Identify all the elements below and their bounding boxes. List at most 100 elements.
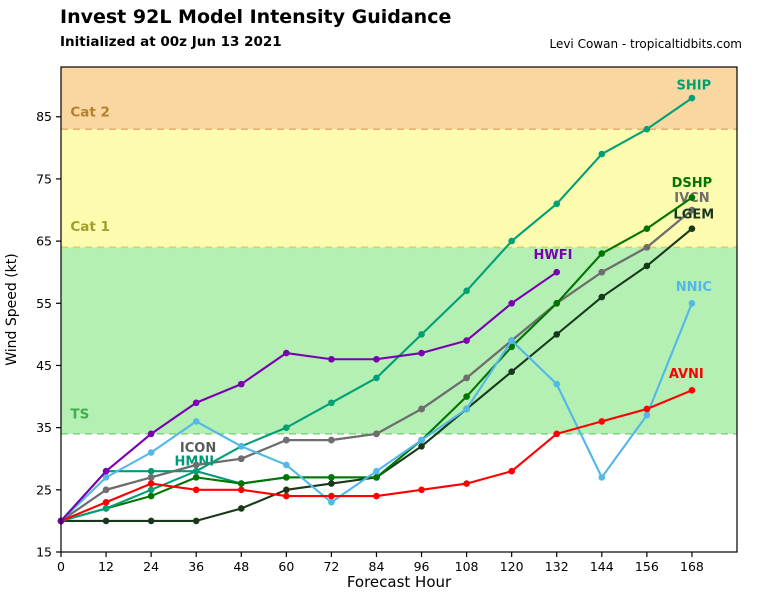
- band-labels: TS Cat 1 Cat 2: [70, 105, 110, 423]
- series-marker-LGEM: [192, 517, 200, 525]
- series-marker-IVCN: [237, 455, 245, 463]
- plot-border: [60, 66, 738, 553]
- series-label-NNIC: NNIC: [676, 280, 712, 295]
- series-marker-LGEM: [688, 225, 696, 232]
- x-tick-label: 168: [680, 559, 704, 574]
- series-marker-SHIP: [102, 505, 110, 512]
- x-tick-label: 60: [278, 559, 294, 574]
- x-tick-label: 84: [369, 559, 385, 574]
- series-marker-NNIC: [553, 380, 561, 388]
- series-marker-NNIC: [598, 474, 606, 481]
- series-line-HWFI: [60, 271, 558, 522]
- series-marker-NNIC: [463, 405, 470, 413]
- series-marker-DSHP: [328, 474, 335, 481]
- series-marker-AVNI: [643, 405, 651, 413]
- series-marker-AVNI: [192, 486, 200, 494]
- series-marker-LGEM: [328, 480, 335, 487]
- series-marker-DSHP: [643, 225, 651, 232]
- series-marker-SHIP: [508, 237, 515, 245]
- series-marker-LGEM: [553, 331, 561, 338]
- x-tick-label: 48: [233, 559, 249, 574]
- series-marker-IVCN: [643, 244, 651, 251]
- series-marker-SHIP: [418, 331, 425, 338]
- series-marker-HWFI: [147, 430, 155, 438]
- series-marker-LGEM: [418, 442, 425, 450]
- series-marker-AVNI: [373, 492, 380, 500]
- series-marker-SHIP: [553, 200, 561, 208]
- band-cat2: [61, 67, 737, 130]
- series-marker-SHIP: [688, 94, 696, 102]
- series-marker-HMNI: [147, 467, 155, 475]
- series-label-ICON: ICON: [180, 441, 216, 456]
- y-tick-label: 25: [36, 482, 52, 497]
- series-marker-SHIP: [192, 467, 200, 475]
- series-marker-AVNI: [328, 492, 335, 500]
- y-tick-label: 35: [36, 420, 52, 435]
- series-marker-NNIC: [373, 467, 380, 475]
- series-marker-NNIC: [147, 449, 155, 456]
- x-tick-label: 36: [188, 559, 204, 574]
- series-marker-HWFI: [373, 355, 380, 363]
- series-marker-IVCN: [192, 461, 200, 469]
- series-marker-DSHP: [508, 343, 515, 351]
- band-label-ts: TS: [70, 406, 89, 422]
- series-marker-DSHP: [463, 393, 470, 400]
- x-tick-label: 12: [98, 559, 114, 574]
- series-DSHP: DSHP: [57, 176, 712, 525]
- series-marker-LGEM: [237, 505, 245, 512]
- series-marker-SHIP: [283, 424, 290, 431]
- series-marker-IVCN: [102, 486, 110, 494]
- category-bands: [61, 67, 737, 434]
- y-tick-label: 15: [36, 545, 52, 560]
- x-tick-label: 72: [323, 559, 339, 574]
- series-marker-DSHP: [283, 474, 290, 481]
- y-tick-label: 75: [36, 171, 52, 186]
- series-marker-LGEM: [283, 486, 290, 494]
- series-marker-AVNI: [598, 418, 606, 425]
- x-tick-label: 132: [545, 559, 569, 574]
- y-tick-label: 45: [36, 358, 52, 373]
- band-label-cat1: Cat 1: [70, 219, 110, 235]
- series-marker-LGEM: [598, 293, 606, 301]
- x-tick-label: 0: [57, 559, 65, 574]
- series-HWFI: HWFI: [57, 248, 573, 525]
- series-marker-LGEM: [643, 262, 651, 270]
- x-axis-title: Forecast Hour: [347, 573, 452, 591]
- series-marker-NNIC: [192, 418, 200, 425]
- series-marker-HWFI: [237, 380, 245, 388]
- series-marker-SHIP: [373, 374, 380, 382]
- series-marker-AVNI: [688, 387, 696, 394]
- y-tick-label: 85: [36, 109, 52, 124]
- series-marker-IVCN: [328, 436, 335, 444]
- series-marker-NNIC: [283, 461, 290, 469]
- series-marker-DSHP: [147, 492, 155, 500]
- series-marker-SHIP: [147, 486, 155, 494]
- series-marker-HWFI: [192, 399, 200, 407]
- chart-credit: Levi Cowan - tropicaltidbits.com: [549, 37, 742, 51]
- x-axis: 0 12 24 36 48 60 72 84 96 108 120 132 144 156 168: [57, 552, 704, 574]
- x-tick-label: 120: [500, 559, 524, 574]
- series-label-SHIP: SHIP: [677, 78, 712, 93]
- series-marker-NNIC: [508, 337, 515, 344]
- series-marker-DSHP: [192, 474, 200, 481]
- series-marker-NNIC: [102, 474, 110, 481]
- y-axis: 15 25 35 45 55 65 75 85: [36, 109, 61, 560]
- x-tick-label: 144: [590, 559, 614, 574]
- series-marker-DSHP: [237, 480, 245, 487]
- series-marker-IVCN: [373, 430, 380, 438]
- series-marker-LGEM: [102, 517, 110, 525]
- series-marker-AVNI: [508, 467, 515, 475]
- x-tick-label: 24: [143, 559, 159, 574]
- series-AVNI: AVNI: [57, 367, 704, 525]
- series-marker-AVNI: [463, 480, 470, 487]
- series-marker-NNIC: [237, 442, 245, 450]
- series-marker-IVCN: [283, 436, 290, 444]
- series-marker-AVNI: [418, 486, 425, 494]
- series-marker-SHIP: [643, 125, 651, 133]
- series-label-HWFI: HWFI: [534, 248, 573, 263]
- series-marker-AVNI: [553, 430, 561, 438]
- series-label-AVNI: AVNI: [669, 367, 704, 382]
- series-marker-NNIC: [643, 411, 651, 419]
- series-marker-HWFI: [508, 299, 515, 307]
